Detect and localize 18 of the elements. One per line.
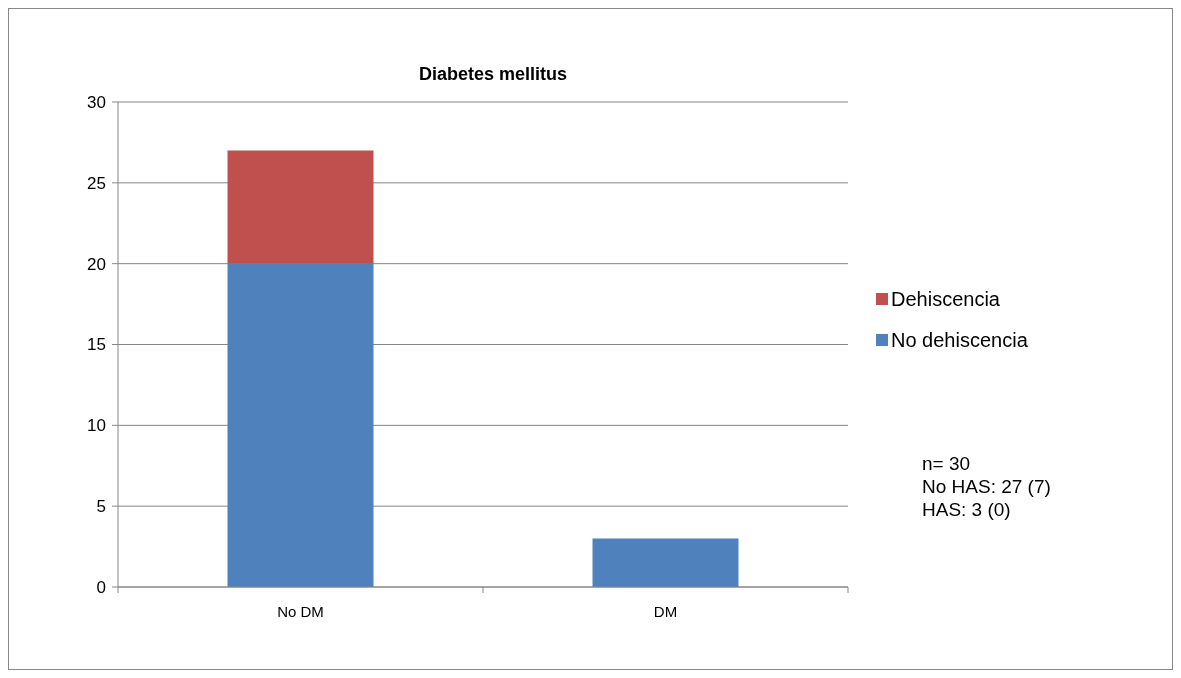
y-tick-label: 10: [87, 416, 106, 436]
y-tick-label: 30: [87, 92, 106, 112]
y-tick-label: 15: [87, 335, 106, 355]
legend-label: No dehiscencia: [891, 329, 1029, 351]
y-tick-label: 25: [87, 173, 106, 193]
y-tick-label: 20: [87, 254, 106, 274]
y-tick-label: 0: [96, 577, 106, 597]
text: No HAS: 27 (7): [922, 475, 1051, 497]
chart-title: Diabetes mellitus: [418, 64, 568, 84]
y-tick-label: 5: [96, 497, 106, 517]
bar: [592, 538, 739, 587]
legend-label: Dehiscencia: [891, 288, 1001, 310]
text: n= 30: [922, 452, 971, 474]
x-tick-label: DM: [653, 603, 678, 620]
bar: [227, 150, 374, 264]
text: HAS: 3 (0): [922, 498, 1011, 520]
x-tick-label: No DM: [277, 603, 324, 620]
bar: [227, 263, 374, 587]
